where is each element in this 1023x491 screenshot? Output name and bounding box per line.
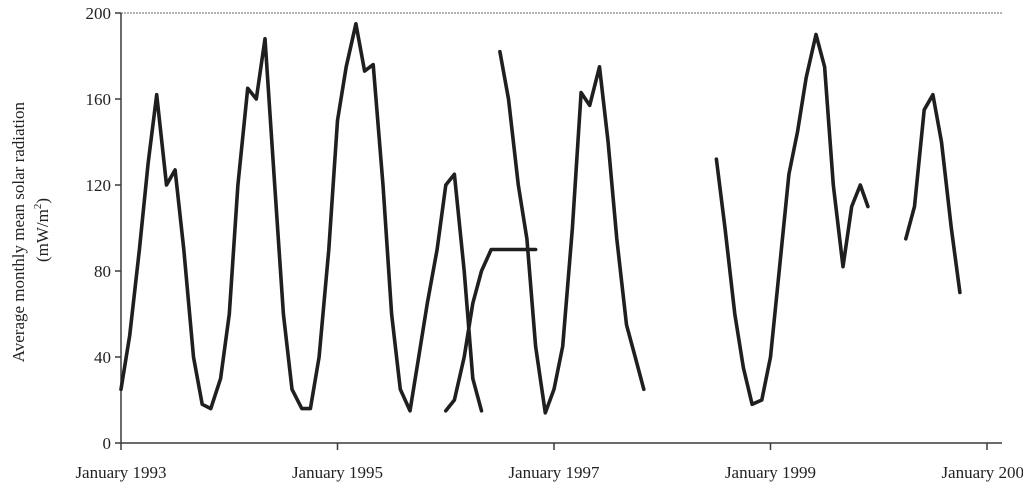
series-segment-3 bbox=[714, 32, 870, 407]
x-tick-label-1: January 1995 bbox=[292, 463, 383, 482]
y-axis-title-line2: (mW/m2) bbox=[32, 198, 52, 262]
x-tick-label-2: January 1997 bbox=[508, 463, 600, 482]
series-segment-2 bbox=[498, 49, 646, 415]
series-segment-0 bbox=[119, 21, 484, 413]
y-axis-title-close: ) bbox=[33, 198, 52, 204]
y-tick-label-0: 0 bbox=[103, 434, 112, 453]
y-tick-label-4: 160 bbox=[86, 90, 112, 109]
y-tick-label-3: 120 bbox=[86, 176, 112, 195]
y-axis-title-line1: Average monthly mean solar radiation bbox=[9, 101, 28, 362]
y-axis-title: Average monthly mean solar radiation (mW… bbox=[9, 98, 52, 363]
series-group bbox=[119, 21, 962, 415]
y-axis-title-superscript: 2 bbox=[32, 204, 44, 210]
series-segment-4 bbox=[903, 92, 962, 295]
y-axis-title-unit: (mW/m bbox=[33, 209, 52, 262]
y-tick-label-2: 80 bbox=[94, 262, 111, 281]
series-segment-1 bbox=[443, 247, 538, 413]
x-tick-label-3: January 1999 bbox=[725, 463, 816, 482]
axes-group: 0 40 80 120 160 200 January 1993 January 1995 Ja… bbox=[75, 4, 1023, 482]
x-tick-label-4: January 2001 bbox=[941, 463, 1023, 482]
y-tick-label-1: 40 bbox=[94, 348, 111, 367]
x-tick-label-0: January 1993 bbox=[75, 463, 166, 482]
y-tick-label-5: 200 bbox=[86, 4, 112, 23]
